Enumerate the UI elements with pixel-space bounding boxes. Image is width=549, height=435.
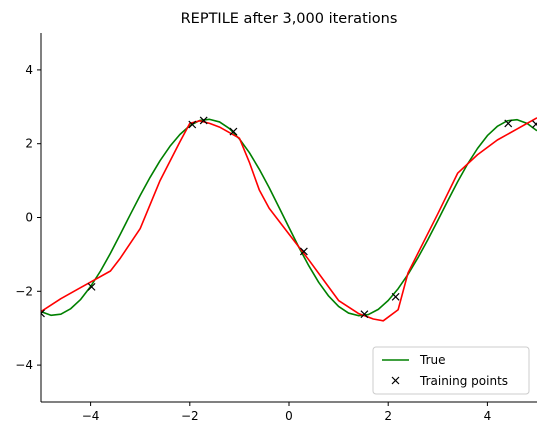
legend-box: [372, 346, 530, 395]
training-point: [87, 282, 96, 291]
chart-title: REPTILE after 3,000 iterations: [181, 11, 398, 27]
series-line-0: [41, 118, 537, 317]
legend: True Training points: [372, 346, 530, 395]
training-point: [360, 310, 369, 319]
x-tick-label: −4: [82, 409, 100, 423]
y-tick-label: −2: [15, 284, 33, 298]
x-tick-label: 2: [384, 409, 392, 423]
training-point: [391, 292, 400, 301]
x-tick-label: −2: [181, 409, 199, 423]
x-tick-label: 4: [484, 409, 492, 423]
training-point: [199, 116, 208, 125]
training-point: [188, 120, 197, 129]
y-tick-label: 4: [25, 63, 33, 77]
legend-training-label: Training points: [419, 374, 508, 388]
training-point: [41, 309, 45, 318]
series-line-1: [41, 117, 537, 322]
y-tick-label: −4: [15, 358, 33, 372]
training-point: [229, 127, 238, 136]
y-tick-label: 2: [25, 137, 33, 151]
legend-true-label: True: [419, 353, 446, 367]
y-tick-label: 0: [25, 211, 33, 225]
training-point: [532, 120, 537, 129]
x-tick-label: 0: [285, 409, 293, 423]
training-point: [504, 119, 513, 128]
legend-training-marker: [391, 376, 400, 385]
training-point: [299, 247, 308, 256]
